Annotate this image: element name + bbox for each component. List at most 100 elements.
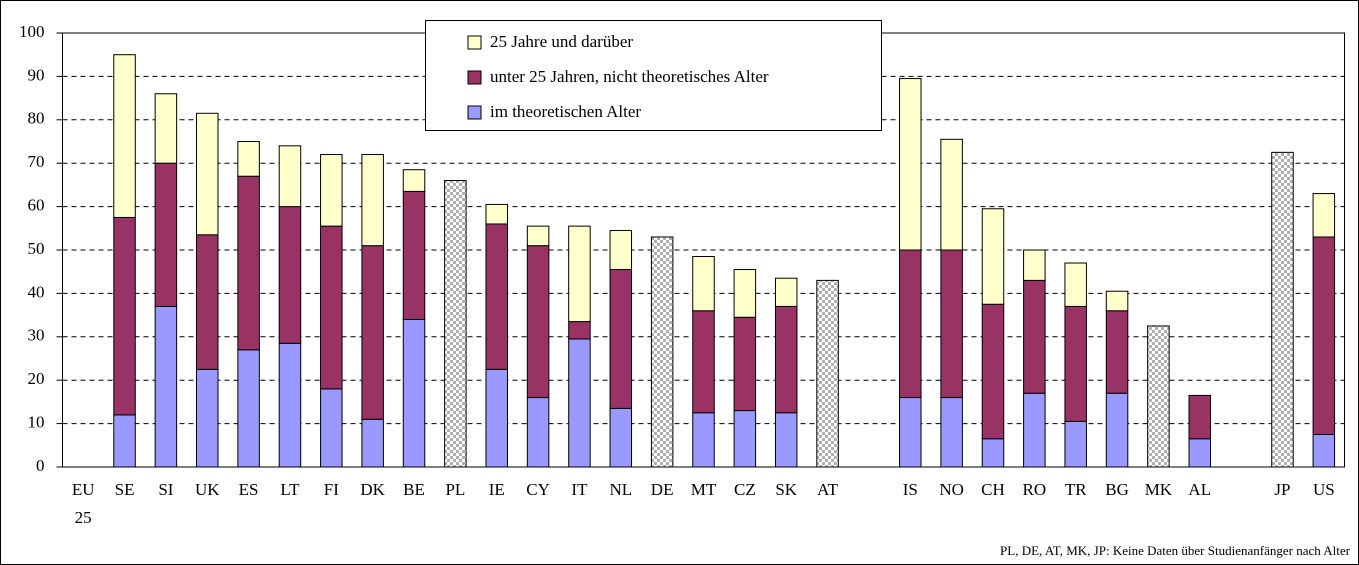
bar-segment	[485, 223, 508, 370]
bar-segment	[1064, 305, 1087, 422]
bar-segment	[568, 338, 591, 468]
y-tick-label: 30	[28, 326, 45, 345]
y-tick-label: 40	[28, 282, 45, 301]
bar-segment	[940, 249, 963, 399]
x-tick-label: NL	[609, 480, 632, 499]
x-tick-label: TR	[1065, 480, 1087, 499]
bar-segment	[113, 54, 136, 218]
bar-segment	[981, 303, 1005, 440]
x-tick-label: MT	[691, 480, 717, 499]
bar-segment	[361, 154, 384, 247]
x-tick-label: FI	[324, 480, 339, 499]
bar-segment	[1023, 392, 1046, 468]
legend-label: 25 Jahre und darüber	[490, 32, 633, 51]
x-tick-label: SK	[775, 480, 797, 499]
bar-segment	[402, 190, 426, 320]
bar-segment	[361, 418, 384, 468]
bar-segment	[485, 203, 508, 225]
bar-segment	[402, 318, 426, 468]
bar-segment	[568, 321, 591, 340]
bar-segment	[774, 412, 798, 468]
bar-segment	[1312, 193, 1336, 238]
bar-segment	[899, 397, 922, 468]
legend-swatch	[467, 70, 482, 85]
x-tick-label: UK	[195, 480, 220, 499]
y-tick-label: 20	[28, 369, 45, 388]
bar-segment	[1064, 420, 1087, 468]
bar-segment	[899, 78, 922, 251]
bar-no-breakdown	[444, 180, 467, 468]
x-tick-label: DK	[360, 480, 385, 499]
bar-segment	[1188, 438, 1212, 468]
y-tick-label: 0	[36, 456, 45, 475]
bar-segment	[899, 249, 922, 399]
y-tick-label: 60	[28, 196, 45, 215]
bar-segment	[774, 305, 798, 414]
bar-segment	[733, 316, 757, 412]
legend-label: unter 25 Jahren, nicht theoretisches Alt…	[490, 67, 769, 86]
x-tick-label: EU 25	[72, 480, 95, 527]
bar-segment	[609, 407, 633, 468]
footnote: PL, DE, AT, MK, JP: Keine Daten über Stu…	[1000, 543, 1351, 558]
legend: 25 Jahre und darüber unter 25 Jahren, nic…	[425, 20, 882, 131]
y-tick-label: 70	[28, 152, 45, 171]
x-tick-label: RO	[1023, 480, 1047, 499]
bar-segment	[692, 412, 715, 468]
x-tick-label: BE	[403, 480, 425, 499]
y-tick-label: 10	[28, 413, 45, 432]
bar-segment	[940, 138, 963, 251]
bar-segment	[278, 342, 302, 468]
bar-segment	[1064, 262, 1087, 307]
x-tick-label: JP	[1274, 480, 1290, 499]
x-tick-label: US	[1313, 480, 1335, 499]
bar-segment	[1312, 236, 1336, 435]
x-tick-label: PL	[445, 480, 465, 499]
bar-segment	[568, 225, 591, 323]
bar-segment	[195, 234, 219, 370]
x-tick-label: LT	[280, 480, 300, 499]
x-tick-label: AL	[1188, 480, 1211, 499]
bar-segment	[774, 277, 798, 307]
legend-label: im theoretischen Alter	[490, 102, 641, 121]
bar-no-breakdown	[1147, 325, 1170, 468]
bar-segment	[113, 414, 136, 468]
x-tick-label: ES	[239, 480, 259, 499]
bar-segment	[526, 225, 550, 247]
bar-segment	[154, 305, 178, 468]
bar-segment	[237, 349, 260, 468]
x-tick-label: IE	[489, 480, 505, 499]
bar-no-breakdown	[1271, 151, 1294, 468]
bar-segment	[981, 208, 1005, 305]
bar-segment	[154, 162, 178, 307]
bar-segment	[692, 310, 715, 414]
bar-segment	[1023, 279, 1046, 394]
bar-segment	[278, 145, 302, 208]
x-tick-label: MK	[1145, 480, 1173, 499]
x-tick-label: DE	[651, 480, 674, 499]
y-tick-label: 50	[28, 239, 45, 258]
bar-segment	[237, 175, 260, 351]
bar-segment	[526, 245, 550, 399]
bar-segment	[609, 269, 633, 409]
x-tick-label: IT	[571, 480, 588, 499]
y-tick-label: 90	[28, 65, 45, 84]
bar-segment	[278, 206, 302, 344]
bar-segment	[1312, 433, 1336, 468]
x-tick-label: CZ	[734, 480, 756, 499]
bar-segment	[402, 169, 426, 192]
bar-segment	[361, 245, 384, 420]
y-tick-label: 100	[19, 22, 45, 41]
bar-segment	[320, 225, 343, 390]
bar-segment	[113, 216, 136, 416]
x-tick-label: SI	[158, 480, 173, 499]
bar-segment	[1105, 392, 1129, 468]
x-tick-label: CY	[526, 480, 550, 499]
bar-segment	[733, 410, 757, 468]
bar-segment	[1105, 310, 1129, 394]
bar-segment	[692, 256, 715, 312]
x-tick-label: SE	[115, 480, 135, 499]
legend-box	[425, 20, 882, 131]
x-tick-label: NO	[939, 480, 964, 499]
x-tick-label: AT	[817, 480, 838, 499]
